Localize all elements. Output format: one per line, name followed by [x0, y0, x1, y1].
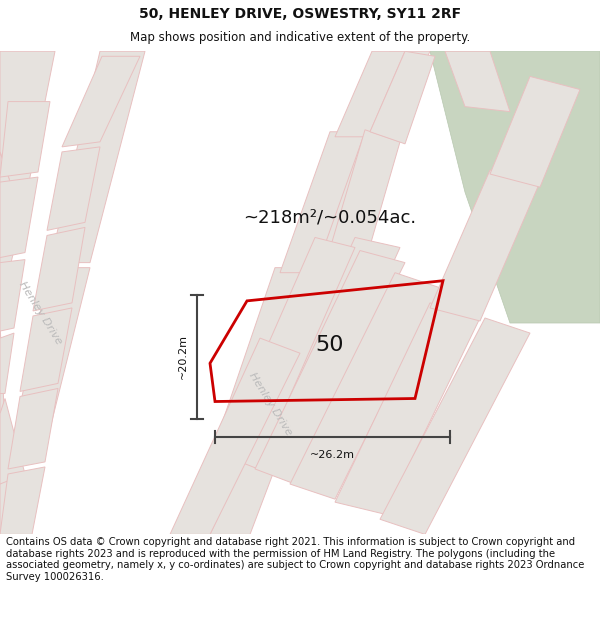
Text: Map shows position and indicative extent of the property.: Map shows position and indicative extent… — [130, 31, 470, 44]
Polygon shape — [445, 51, 510, 112]
Polygon shape — [255, 251, 405, 484]
Polygon shape — [280, 132, 365, 272]
Polygon shape — [0, 259, 25, 331]
Polygon shape — [170, 338, 300, 534]
Text: Henley Drive: Henley Drive — [247, 370, 293, 437]
Polygon shape — [47, 147, 100, 231]
Polygon shape — [490, 76, 580, 187]
Polygon shape — [0, 51, 95, 534]
Polygon shape — [0, 102, 50, 177]
Polygon shape — [320, 130, 400, 298]
Polygon shape — [210, 51, 430, 534]
Polygon shape — [0, 177, 38, 258]
Text: ~26.2m: ~26.2m — [310, 450, 355, 460]
Text: ~218m²/~0.054ac.: ~218m²/~0.054ac. — [244, 208, 416, 226]
Polygon shape — [15, 268, 90, 429]
Polygon shape — [220, 238, 355, 469]
Polygon shape — [0, 152, 22, 308]
Polygon shape — [215, 268, 310, 444]
Text: Henley Drive: Henley Drive — [17, 279, 64, 346]
Polygon shape — [0, 323, 10, 534]
Polygon shape — [0, 467, 45, 534]
Polygon shape — [430, 170, 540, 321]
Polygon shape — [0, 333, 14, 394]
Polygon shape — [62, 56, 140, 147]
Polygon shape — [8, 388, 58, 469]
Text: 50: 50 — [316, 335, 344, 355]
Text: Contains OS data © Crown copyright and database right 2021. This information is : Contains OS data © Crown copyright and d… — [6, 537, 584, 582]
Polygon shape — [50, 51, 145, 262]
Polygon shape — [255, 278, 350, 464]
Polygon shape — [215, 282, 350, 454]
Polygon shape — [380, 318, 530, 534]
Polygon shape — [430, 51, 600, 323]
Polygon shape — [0, 399, 25, 484]
Polygon shape — [290, 272, 440, 499]
Polygon shape — [335, 51, 405, 137]
Text: ~20.2m: ~20.2m — [178, 334, 188, 379]
Polygon shape — [335, 303, 480, 514]
Polygon shape — [0, 51, 55, 217]
Polygon shape — [370, 51, 435, 144]
Polygon shape — [20, 308, 72, 391]
Polygon shape — [33, 228, 85, 311]
Text: 50, HENLEY DRIVE, OSWESTRY, SY11 2RF: 50, HENLEY DRIVE, OSWESTRY, SY11 2RF — [139, 7, 461, 21]
Polygon shape — [165, 51, 345, 534]
Polygon shape — [255, 238, 400, 469]
